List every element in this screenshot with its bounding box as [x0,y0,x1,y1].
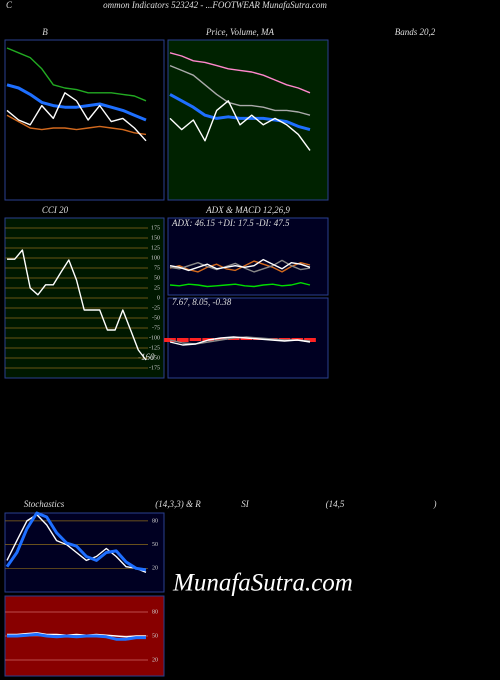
histogram-bar [304,338,316,342]
header-letter: C [6,0,13,10]
y-tick-label: 20 [152,657,158,663]
panel-subtitle: (14,3,3) & R [155,499,201,509]
y-tick-label: -175 [149,365,160,371]
y-tick-label: 175 [151,225,160,231]
panel-note: ) [433,499,437,509]
series-line [169,259,311,273]
series-line [6,114,147,136]
y-tick-label: 80 [152,518,158,524]
histogram-bar [189,338,202,341]
y-tick-label: 20 [152,566,158,572]
histogram-bar [176,338,189,342]
series-line [6,83,147,122]
panel-title: SI [241,499,250,509]
y-tick-label: -75 [152,325,160,331]
panel-title: ADX & MACD 12,26,9 [205,205,290,215]
histogram-bar [227,338,240,340]
panel [4,39,165,201]
series-line [6,92,147,142]
y-tick-label: -150 [149,355,160,361]
panel-title: Price, Volume, MA [205,27,274,37]
series-line [6,47,147,102]
y-tick-label: 50 [152,542,158,548]
y-tick-label: -25 [152,305,160,311]
panel-title: B [42,27,48,37]
series-line [169,258,311,272]
series-line [169,282,311,288]
y-tick-label: 0 [157,295,160,301]
y-tick-label: -125 [149,345,160,351]
y-tick-label: 50 [154,275,160,281]
series-line [169,52,311,94]
series-line [6,513,147,573]
panel-subtitle: ADX: 46.15 +DI: 17.5 -DI: 47.5 [171,218,290,228]
header-title: ommon Indicators 523242 - ...FOOTWEAR Mu… [103,0,327,10]
y-tick-label: 100 [151,255,160,261]
y-tick-label: 75 [154,265,160,271]
panel-annotation: -160 [138,352,155,362]
y-tick-label: 150 [151,235,160,241]
series-line [7,632,146,638]
series-line [7,632,146,641]
panel-title: 7.67, 8.05, -0.38 [172,297,232,307]
y-tick-label: -50 [152,315,160,321]
panel-subtitle: Bands 20,2 [395,27,436,37]
panel-title: CCI 20 [42,205,69,215]
series-line [169,100,311,151]
series-line [169,260,311,273]
y-tick-label: -100 [149,335,160,341]
panel [167,39,329,201]
y-tick-label: 125 [151,245,160,251]
series-line [169,336,311,346]
histogram-bar [240,338,253,340]
series-line [169,93,311,132]
series-line [7,249,147,361]
watermark: MunafaSutra.com [172,570,353,597]
panel-subtitle: (14,5 [326,499,345,509]
series-line [169,64,311,116]
y-tick-label: 50 [152,633,158,639]
panel-title: Stochastics [24,499,65,509]
y-tick-label: 80 [152,609,158,615]
histogram-bar [278,338,291,340]
series-line [5,511,147,572]
y-tick-label: 25 [154,285,160,291]
histogram-bar [215,338,227,340]
